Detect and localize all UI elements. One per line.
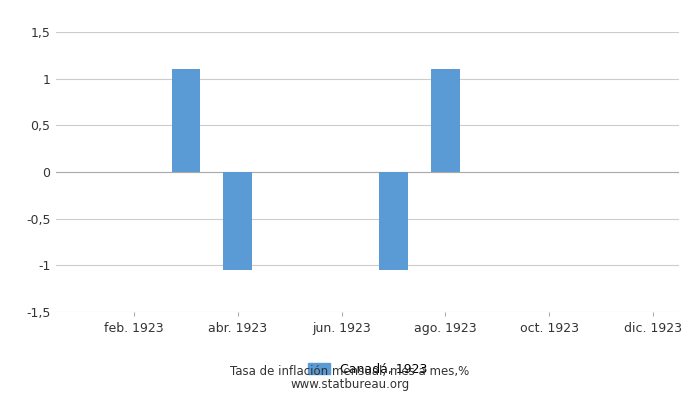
Bar	[379, 172, 407, 270]
Bar	[172, 69, 200, 172]
Text: Tasa de inflación mensual, mes a mes,%: Tasa de inflación mensual, mes a mes,%	[230, 365, 470, 378]
Bar	[223, 172, 252, 270]
Text: www.statbureau.org: www.statbureau.org	[290, 378, 410, 391]
Legend: Canadá, 1923: Canadá, 1923	[307, 363, 428, 376]
Bar	[431, 69, 460, 172]
